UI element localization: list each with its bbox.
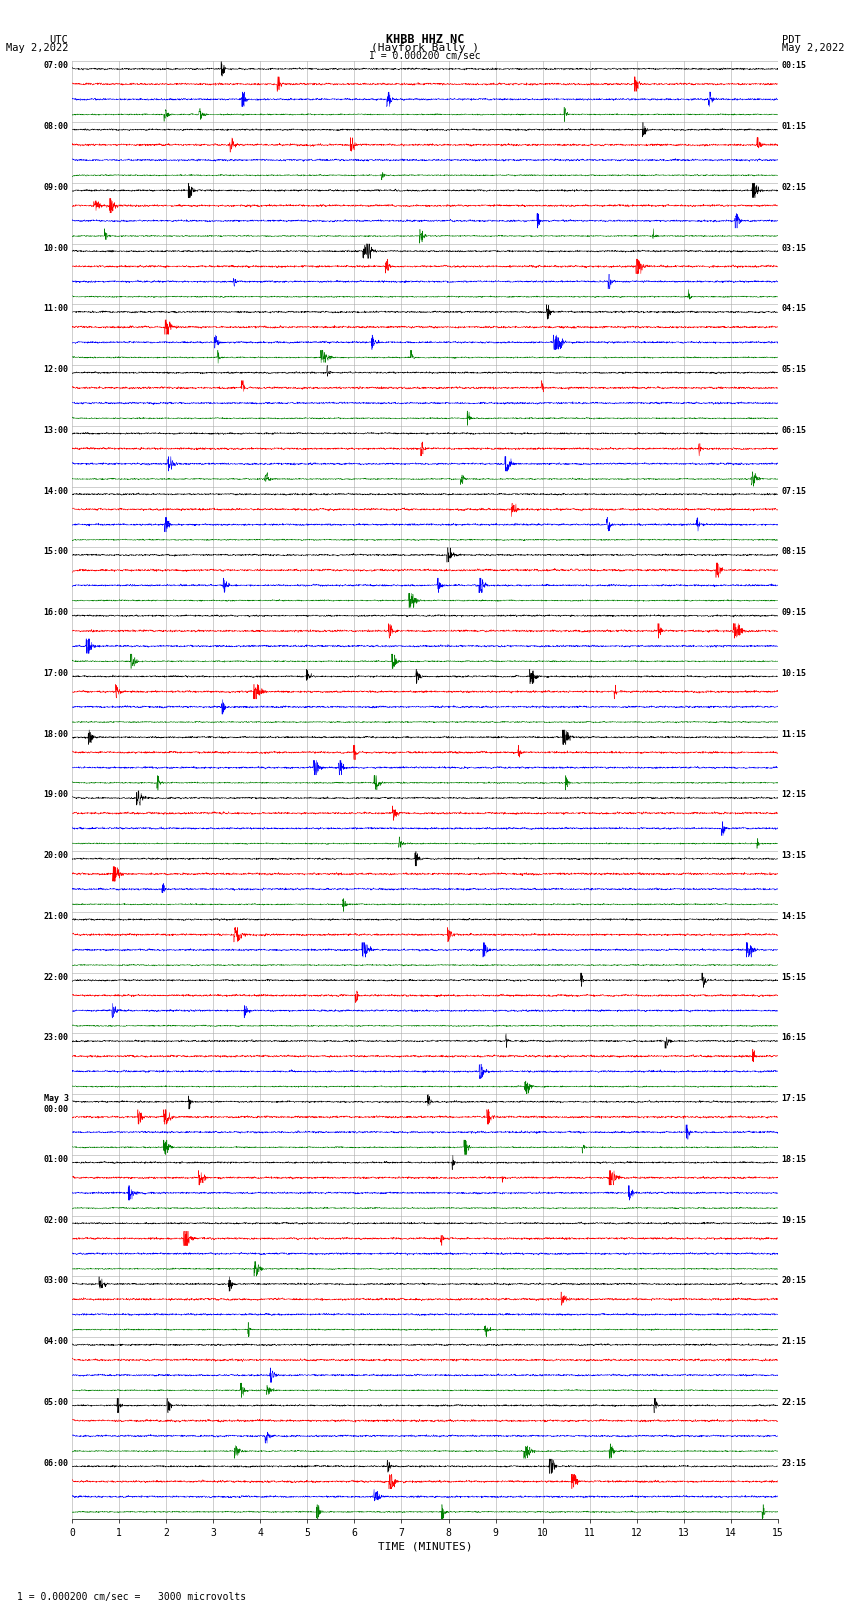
Text: 03:15: 03:15 <box>781 244 807 253</box>
Text: 13:15: 13:15 <box>781 852 807 860</box>
Text: 10:00: 10:00 <box>43 244 69 253</box>
Text: May 2,2022: May 2,2022 <box>5 42 68 53</box>
Text: 02:00: 02:00 <box>43 1216 69 1224</box>
Text: 19:00: 19:00 <box>43 790 69 800</box>
Text: 09:15: 09:15 <box>781 608 807 618</box>
Text: 12:15: 12:15 <box>781 790 807 800</box>
Text: 17:00: 17:00 <box>43 669 69 677</box>
Text: 05:15: 05:15 <box>781 365 807 374</box>
Text: 1 = 0.000200 cm/sec =   3000 microvolts: 1 = 0.000200 cm/sec = 3000 microvolts <box>17 1592 246 1602</box>
Text: (Hayfork Bally ): (Hayfork Bally ) <box>371 42 479 53</box>
Text: 10:15: 10:15 <box>781 669 807 677</box>
Text: 07:15: 07:15 <box>781 487 807 495</box>
Text: 14:00: 14:00 <box>43 487 69 495</box>
Text: 17:15: 17:15 <box>781 1094 807 1103</box>
Text: 04:00: 04:00 <box>43 1337 69 1347</box>
Text: 15:15: 15:15 <box>781 973 807 982</box>
Text: 16:15: 16:15 <box>781 1034 807 1042</box>
Text: 23:15: 23:15 <box>781 1458 807 1468</box>
Text: 09:00: 09:00 <box>43 182 69 192</box>
Text: 20:00: 20:00 <box>43 852 69 860</box>
Text: 00:15: 00:15 <box>781 61 807 71</box>
X-axis label: TIME (MINUTES): TIME (MINUTES) <box>377 1542 473 1552</box>
Text: I = 0.000200 cm/sec: I = 0.000200 cm/sec <box>369 50 481 61</box>
Text: 22:15: 22:15 <box>781 1398 807 1407</box>
Text: May 3
00:00: May 3 00:00 <box>43 1094 69 1113</box>
Text: 01:00: 01:00 <box>43 1155 69 1165</box>
Text: 07:00: 07:00 <box>43 61 69 71</box>
Text: 19:15: 19:15 <box>781 1216 807 1224</box>
Text: PDT: PDT <box>782 34 801 45</box>
Text: 21:00: 21:00 <box>43 911 69 921</box>
Text: 16:00: 16:00 <box>43 608 69 618</box>
Text: 18:15: 18:15 <box>781 1155 807 1165</box>
Text: 04:15: 04:15 <box>781 305 807 313</box>
Text: 15:00: 15:00 <box>43 547 69 556</box>
Text: 05:00: 05:00 <box>43 1398 69 1407</box>
Text: 08:15: 08:15 <box>781 547 807 556</box>
Text: 23:00: 23:00 <box>43 1034 69 1042</box>
Text: 08:00: 08:00 <box>43 123 69 131</box>
Text: 02:15: 02:15 <box>781 182 807 192</box>
Text: 22:00: 22:00 <box>43 973 69 982</box>
Text: 18:00: 18:00 <box>43 729 69 739</box>
Text: 03:00: 03:00 <box>43 1276 69 1286</box>
Text: 11:15: 11:15 <box>781 729 807 739</box>
Text: 21:15: 21:15 <box>781 1337 807 1347</box>
Text: 01:15: 01:15 <box>781 123 807 131</box>
Text: 12:00: 12:00 <box>43 365 69 374</box>
Text: UTC: UTC <box>49 34 68 45</box>
Text: 20:15: 20:15 <box>781 1276 807 1286</box>
Text: 06:15: 06:15 <box>781 426 807 436</box>
Text: 14:15: 14:15 <box>781 911 807 921</box>
Text: May 2,2022: May 2,2022 <box>782 42 845 53</box>
Text: 11:00: 11:00 <box>43 305 69 313</box>
Text: KHBB HHZ NC: KHBB HHZ NC <box>386 32 464 47</box>
Text: 06:00: 06:00 <box>43 1458 69 1468</box>
Text: 13:00: 13:00 <box>43 426 69 436</box>
